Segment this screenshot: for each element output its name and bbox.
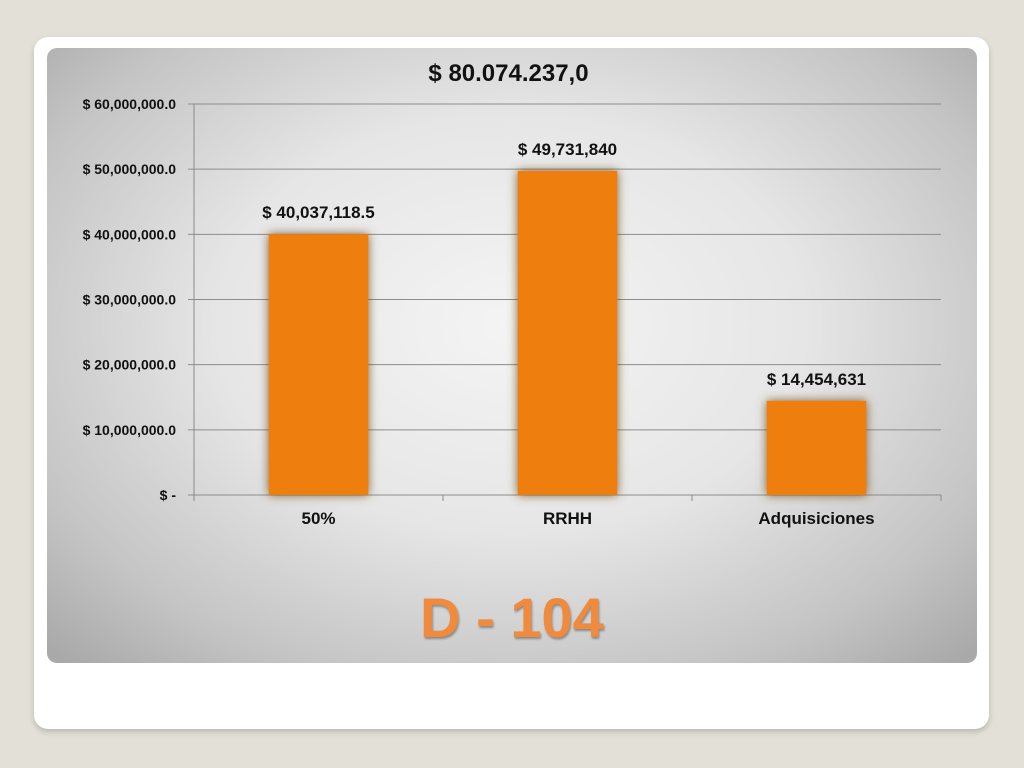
y-tick-label: $ 20,000,000.0 <box>83 357 177 373</box>
y-tick-label: $ 40,000,000.0 <box>83 226 177 242</box>
x-axis-tick-labels: 50% RRHH Adquisiciones <box>301 509 874 528</box>
bar-data-label: $ 49,731,840 <box>518 140 617 159</box>
bars <box>268 170 867 496</box>
slide-title: D - 104 <box>420 586 604 649</box>
y-tick-label: $ 10,000,000.0 <box>83 422 177 438</box>
y-tick-label: $ - <box>160 487 177 503</box>
bar-data-label: $ 14,454,631 <box>767 370 866 389</box>
chart-panel <box>47 48 977 663</box>
y-tick-label: $ 30,000,000.0 <box>83 292 177 308</box>
bar <box>517 170 618 495</box>
y-tick-label: $ 50,000,000.0 <box>83 161 177 177</box>
y-tick-label: $ 60,000,000.0 <box>83 96 177 112</box>
chart-title: $ 80.074.237,0 <box>428 60 589 87</box>
bar <box>268 234 369 496</box>
data-labels: $ 40,037,118.5 $ 49,731,840 $ 14,454,631 <box>262 140 866 389</box>
x-tick-label: Adquisiciones <box>758 509 874 528</box>
y-axis-tick-labels: $ - $ 10,000,000.0 $ 20,000,000.0 $ 30,000,… <box>83 96 177 503</box>
x-tick-label: 50% <box>301 509 335 528</box>
bar <box>766 400 867 495</box>
x-tick-label: RRHH <box>543 509 592 528</box>
bar-data-label: $ 40,037,118.5 <box>262 203 375 222</box>
